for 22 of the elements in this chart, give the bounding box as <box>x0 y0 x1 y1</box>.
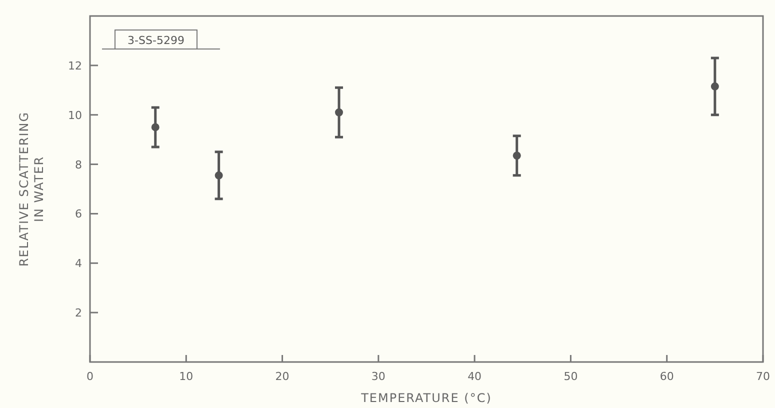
x-tick-label: 40 <box>468 370 482 383</box>
y-tick-label: 12 <box>68 59 82 72</box>
x-tick-label: 0 <box>86 370 94 383</box>
x-tick-label: 20 <box>275 370 290 383</box>
x-tick-label: 50 <box>564 370 578 383</box>
x-axis-title: TEMPERATURE (°C) <box>360 391 492 405</box>
x-tick-label: 70 <box>756 370 770 383</box>
annotation: 3-SS-5299 <box>128 34 184 47</box>
y-tick-label: 4 <box>75 257 82 270</box>
point <box>214 171 223 180</box>
y-tick-label: 10 <box>68 108 82 122</box>
y-axis-title: RELATIVE SCATTERING IN WATER <box>17 111 46 267</box>
point <box>710 82 719 90</box>
y-tick-label: 6 <box>75 208 82 221</box>
y-tick-label: 2 <box>75 306 82 320</box>
x-tick-label: 30 <box>371 370 386 383</box>
point <box>151 123 160 132</box>
x-tick-label: 10 <box>179 370 194 383</box>
point <box>512 152 521 160</box>
point <box>335 108 344 116</box>
y-tick-label: 8 <box>75 158 82 172</box>
x-tick-label: 60 <box>660 370 674 383</box>
